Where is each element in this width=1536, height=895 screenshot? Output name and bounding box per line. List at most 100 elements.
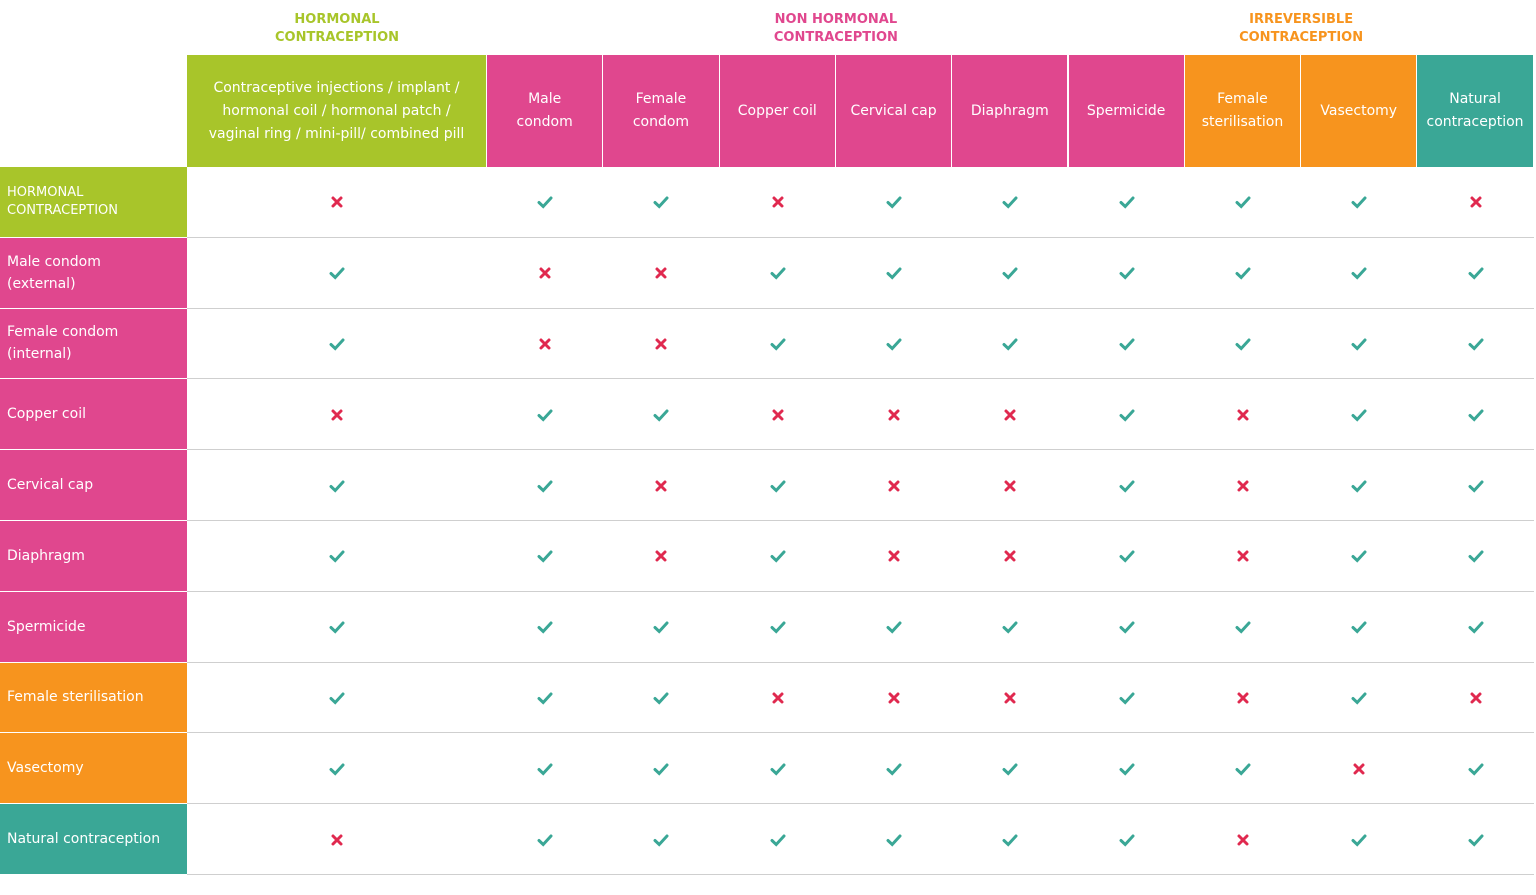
column-header: Vasectomy xyxy=(1301,55,1418,167)
check-icon xyxy=(1119,692,1135,705)
cross-icon xyxy=(1004,550,1016,562)
row-header: Spermicide xyxy=(0,591,187,663)
check-icon xyxy=(653,409,669,422)
icon-shape xyxy=(1237,480,1249,492)
icon-shape xyxy=(1351,692,1367,705)
icon-shape xyxy=(888,480,900,492)
check-icon xyxy=(1119,834,1135,847)
group-header: NON HORMONAL CONTRACEPTION xyxy=(487,0,1185,55)
text-line: HORMONAL xyxy=(294,12,380,27)
text-line: condom xyxy=(632,114,690,130)
cross-icon xyxy=(888,692,900,704)
check-icon xyxy=(1351,338,1367,351)
icon-shape xyxy=(329,338,345,351)
check-icon xyxy=(329,338,345,351)
check-icon xyxy=(1119,409,1135,422)
check-icon xyxy=(1468,550,1484,564)
check-icon xyxy=(1119,196,1135,210)
icon-shape xyxy=(1237,834,1249,846)
icon-shape xyxy=(1237,692,1249,704)
text-line: Female sterilisation xyxy=(7,689,144,706)
icon-shape xyxy=(1119,267,1135,280)
check-icon xyxy=(1351,692,1367,705)
text-line: CONTRACEPTION xyxy=(275,30,399,45)
cross-icon xyxy=(655,480,667,492)
text-line: Cervical cap xyxy=(7,477,94,494)
column-header: Copper coil xyxy=(719,55,836,167)
text-line: hormonal coil / hormonal patch / xyxy=(222,102,451,119)
check-icon xyxy=(770,834,786,847)
check-icon xyxy=(329,267,345,280)
text-line: Diaphragm xyxy=(7,547,85,564)
icon-shape xyxy=(770,550,786,564)
text-line: Diaphragm xyxy=(970,102,1049,119)
icon-shape xyxy=(1002,196,1018,210)
check-icon xyxy=(1119,267,1135,280)
icon-shape xyxy=(1235,763,1251,776)
icon-shape xyxy=(886,338,902,351)
icon-shape xyxy=(1237,550,1249,562)
cross-icon xyxy=(1237,480,1249,492)
check-icon xyxy=(1002,267,1018,280)
row-header: Copper coil xyxy=(0,379,187,451)
check-icon xyxy=(537,692,553,705)
cross-icon xyxy=(1004,409,1016,421)
text-line: Copper coil xyxy=(7,406,86,423)
check-icon xyxy=(1468,267,1484,280)
row-header: Vasectomy xyxy=(0,733,187,805)
check-icon xyxy=(537,196,553,210)
cross-icon xyxy=(1353,763,1365,775)
cross-icon xyxy=(539,338,551,350)
row-rule xyxy=(187,590,1534,592)
icon-shape xyxy=(331,196,343,208)
icon-shape xyxy=(1002,834,1018,847)
icon-shape xyxy=(537,692,553,705)
icon-shape xyxy=(1351,621,1367,634)
group-header: HORMONAL CONTRACEPTION xyxy=(187,0,487,55)
row-rule xyxy=(187,803,1534,805)
check-icon xyxy=(1119,763,1135,776)
check-icon xyxy=(1351,550,1367,564)
icon-shape xyxy=(1351,196,1367,210)
icon-shape xyxy=(537,480,553,493)
column-header: Spermicide xyxy=(1068,55,1185,167)
icon-shape xyxy=(886,267,902,280)
icon-shape xyxy=(1468,480,1484,493)
icon-shape xyxy=(331,834,343,846)
check-icon xyxy=(1468,834,1484,847)
check-icon xyxy=(1002,763,1018,776)
row-rule xyxy=(187,520,1534,521)
icon-shape xyxy=(1470,692,1482,704)
check-icon xyxy=(1235,338,1251,351)
check-icon xyxy=(770,550,786,564)
row-header: HORMONAL CONTRACEPTION xyxy=(0,167,187,238)
column-header: Diaphragm xyxy=(952,55,1069,167)
icon-shape xyxy=(1119,338,1135,351)
check-icon xyxy=(1235,196,1251,210)
check-icon xyxy=(1468,338,1484,351)
text-line: Natural contraception xyxy=(7,831,161,848)
check-icon xyxy=(329,621,345,634)
text-line: Spermicide xyxy=(7,618,86,635)
text-line: Vasectomy xyxy=(1320,102,1398,119)
icon-shape xyxy=(1468,763,1484,776)
icon-shape xyxy=(772,196,784,208)
check-icon xyxy=(537,621,553,634)
cross-icon xyxy=(331,196,343,208)
row-rule xyxy=(187,449,1534,451)
icon-shape xyxy=(1237,409,1249,421)
cross-icon xyxy=(331,409,343,421)
cross-icon xyxy=(888,550,900,562)
icon-shape xyxy=(772,409,784,421)
icon-shape xyxy=(1004,409,1016,421)
icon-shape xyxy=(1004,550,1016,562)
check-icon xyxy=(537,763,553,776)
check-icon xyxy=(1468,621,1484,634)
icon-shape xyxy=(331,409,343,421)
check-icon xyxy=(329,692,345,705)
cross-icon xyxy=(655,550,667,562)
icon-shape xyxy=(537,409,553,422)
text-line: condom xyxy=(516,114,573,130)
row-header: Female sterilisation xyxy=(0,662,187,734)
